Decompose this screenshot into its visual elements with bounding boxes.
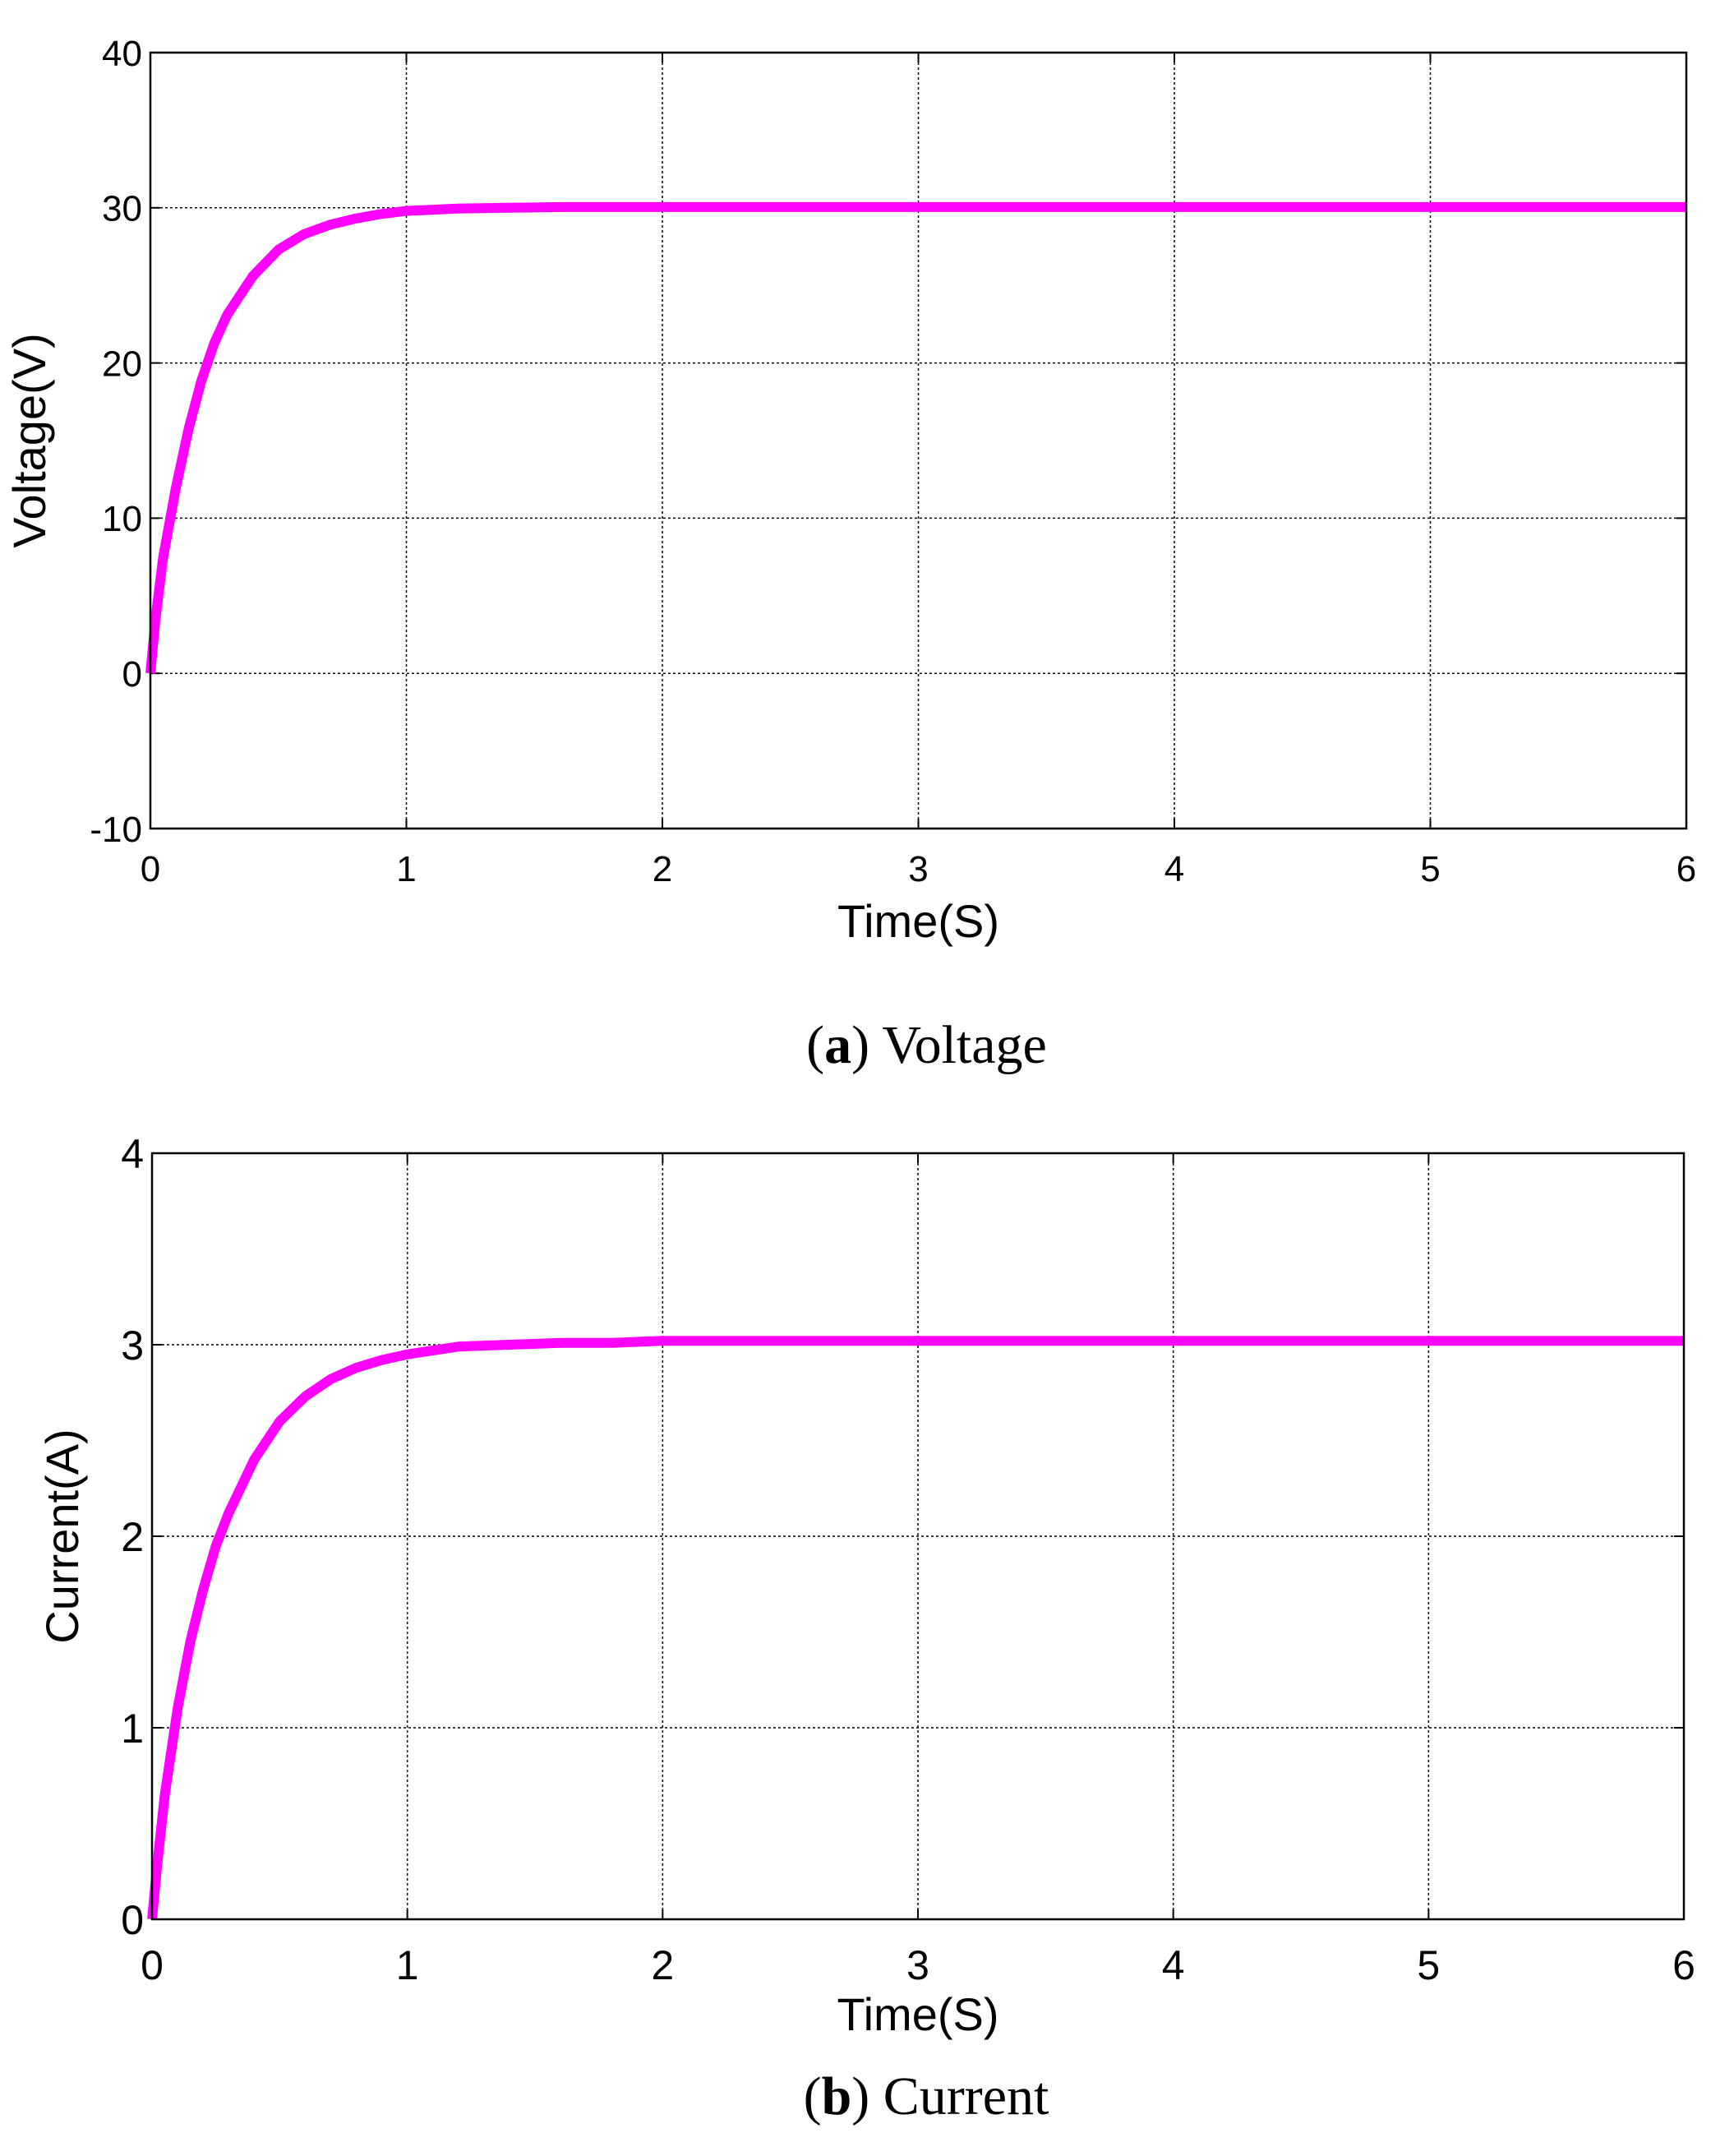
x-tick-label: 6 [1672,1942,1695,1988]
series-line-1 [147,1336,1684,1920]
y-tick-label: -10 [90,810,142,850]
y-tick-label: 0 [122,654,142,695]
panel-caption: (b) Current [804,2066,1049,2126]
x-tick-label: 5 [1417,1942,1440,1988]
x-tick-label: 4 [1162,1942,1185,1988]
axes-frame [150,1152,1686,1921]
caption-open-paren: ( [804,2066,822,2126]
y-axis-label: Voltage(V) [3,333,55,548]
caption-text: Current [883,2066,1049,2126]
y-tick-label: 40 [102,34,142,74]
x-axis-label: Time(S) [837,1988,998,2040]
x-tick-label: 5 [1420,849,1440,889]
x-axis-label: Time(S) [837,895,999,947]
caption-open-paren: ( [806,1015,824,1075]
series-line-1 [145,201,1686,674]
y-tick-label: 3 [121,1323,144,1369]
x-tick-label: 4 [1164,849,1184,889]
y-tick-label: 4 [121,1131,144,1177]
x-tick-label: 0 [141,1942,164,1988]
chart-panel-2: 0 1 2 3 4 5 6 0 1 2 3 4 Time(S) Current(A) (b) Current [36,1131,1695,2126]
y-tick-label: 2 [121,1514,144,1560]
caption-close-paren: ) [851,2066,883,2126]
chart-panel-1: 0 1 2 3 4 5 6-10010203040Time(S)Voltage(V)(a) … [3,34,1696,1075]
panel-caption: (a) Voltage [806,1015,1047,1075]
x-tick-label: 1 [396,849,416,889]
y-tick-label: 30 [102,189,142,229]
x-tick-label: 0 [141,849,160,889]
x-tick-label: 6 [1676,849,1696,889]
y-tick-label: 20 [102,344,142,384]
plot-area [150,53,1686,829]
x-tick-label: 3 [906,1942,929,1988]
x-tick-label: 3 [908,849,928,889]
caption-close-paren: ) [851,1015,882,1075]
x-tick-label: 1 [396,1942,419,1988]
caption-letter: b [822,2066,852,2126]
y-tick-label: 10 [102,499,142,539]
x-tick-label: 2 [653,849,672,889]
y-tick-label: 0 [121,1897,144,1943]
caption-text: Voltage [882,1015,1046,1075]
y-axis-label: Current(A) [36,1429,88,1643]
y-tick-label: 1 [121,1706,144,1752]
x-tick-label: 2 [651,1942,674,1988]
caption-letter: a [824,1015,851,1075]
axes-frame [149,51,1688,830]
